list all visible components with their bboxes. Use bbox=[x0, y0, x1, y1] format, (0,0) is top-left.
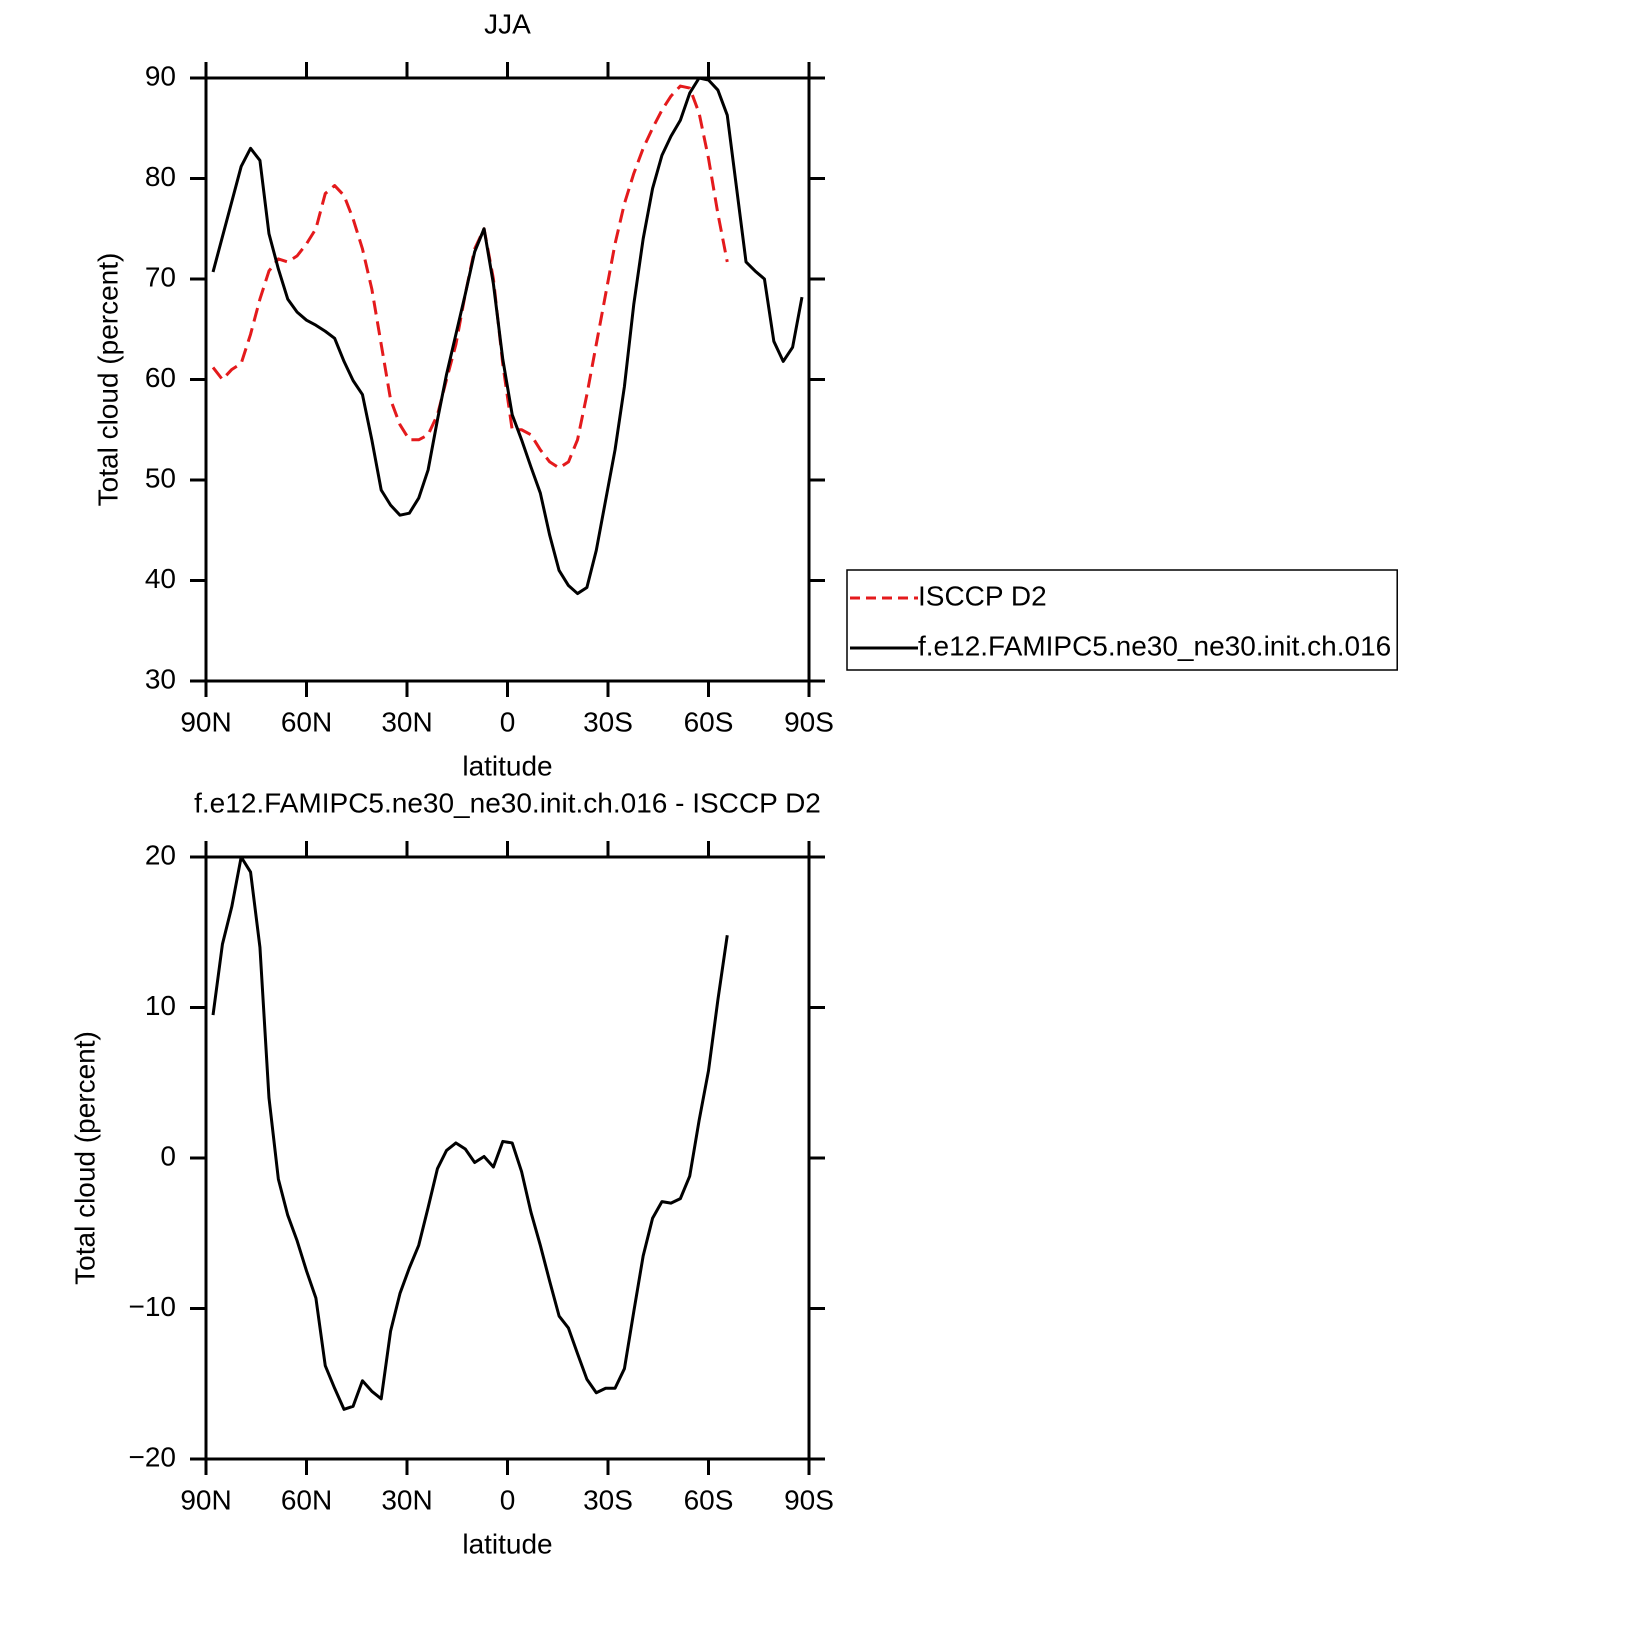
x-tick-label: 30S bbox=[583, 1484, 633, 1515]
legend-frame bbox=[846, 569, 1398, 671]
x-tick-label: 30S bbox=[583, 706, 633, 737]
x-tick-label: 90S bbox=[784, 1484, 834, 1515]
y-tick-label: 0 bbox=[160, 1140, 176, 1171]
x-tick-label: 0 bbox=[500, 706, 516, 737]
y-tick-label: 80 bbox=[145, 161, 176, 192]
plot-frame bbox=[204, 855, 811, 1461]
data-line bbox=[211, 76, 804, 596]
legend-label: ISCCP D2 bbox=[918, 580, 1047, 611]
y-tick-label: −20 bbox=[129, 1441, 177, 1472]
chart-title: f.e12.FAMIPC5.ne30_ne30.init.ch.016 - IS… bbox=[194, 787, 821, 818]
x-tick-label: 30N bbox=[381, 706, 432, 737]
x-tick-label: 60N bbox=[281, 706, 332, 737]
x-tick-label: 90N bbox=[180, 706, 231, 737]
x-tick-label: 90N bbox=[180, 1484, 231, 1515]
chart-title: JJA bbox=[484, 8, 531, 39]
y-tick-label: −10 bbox=[129, 1291, 177, 1322]
y-tick-label: 30 bbox=[145, 663, 176, 694]
y-tick-label: 60 bbox=[145, 362, 176, 393]
x-tick-label: 60N bbox=[281, 1484, 332, 1515]
y-axis-label: Total cloud (percent) bbox=[92, 253, 123, 507]
data-line bbox=[211, 855, 729, 1411]
x-axis-label: latitude bbox=[462, 750, 552, 781]
legend-label: f.e12.FAMIPC5.ne30_ne30.init.ch.016 bbox=[918, 630, 1391, 661]
x-tick-label: 60S bbox=[684, 1484, 734, 1515]
data-line bbox=[211, 84, 729, 470]
x-tick-label: 60S bbox=[684, 706, 734, 737]
y-tick-label: 50 bbox=[145, 462, 176, 493]
y-tick-label: 20 bbox=[145, 839, 176, 870]
y-axis-label: Total cloud (percent) bbox=[69, 1031, 100, 1285]
y-tick-label: 90 bbox=[145, 60, 176, 91]
y-tick-label: 40 bbox=[145, 563, 176, 594]
x-tick-label: 0 bbox=[500, 1484, 516, 1515]
x-axis-label: latitude bbox=[462, 1528, 552, 1559]
x-tick-label: 90S bbox=[784, 706, 834, 737]
y-tick-label: 70 bbox=[145, 261, 176, 292]
x-tick-label: 30N bbox=[381, 1484, 432, 1515]
y-tick-label: 10 bbox=[145, 990, 176, 1021]
